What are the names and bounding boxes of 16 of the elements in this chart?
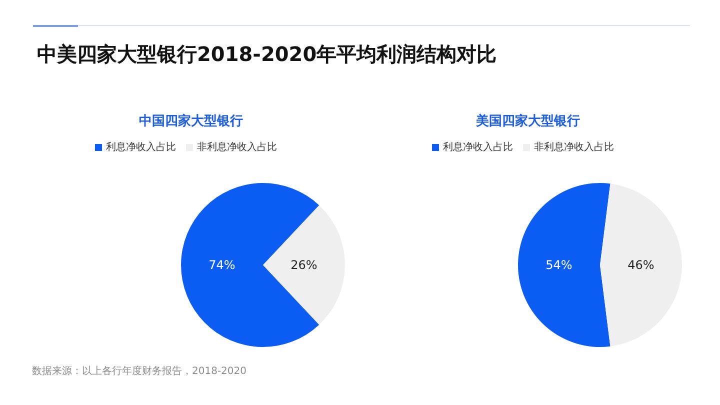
pie-slice <box>263 205 345 325</box>
legend-label: 非利息净收入占比 <box>534 142 614 153</box>
pie-slice <box>600 184 682 346</box>
legend-label: 非利息净收入占比 <box>197 142 277 153</box>
source-note: 数据来源：以上各行年度财务报告，2018-2020 <box>32 366 247 377</box>
pie-slice <box>181 183 320 347</box>
data-label: 74% <box>208 258 236 272</box>
legend-label: 利息净收入占比 <box>443 142 513 153</box>
legend-label: 利息净收入占比 <box>106 142 176 153</box>
chart-subtitle: 中国四家大型银行 <box>139 114 243 129</box>
data-label: 26% <box>290 258 318 272</box>
pie-slice <box>518 183 610 347</box>
chart-title: 中美四家大型银行2018-2020年平均利润结构对比 <box>37 42 497 66</box>
chart-subtitle: 美国四家大型银行 <box>476 114 580 129</box>
data-label: 46% <box>628 258 654 272</box>
data-label: 54% <box>546 258 572 272</box>
